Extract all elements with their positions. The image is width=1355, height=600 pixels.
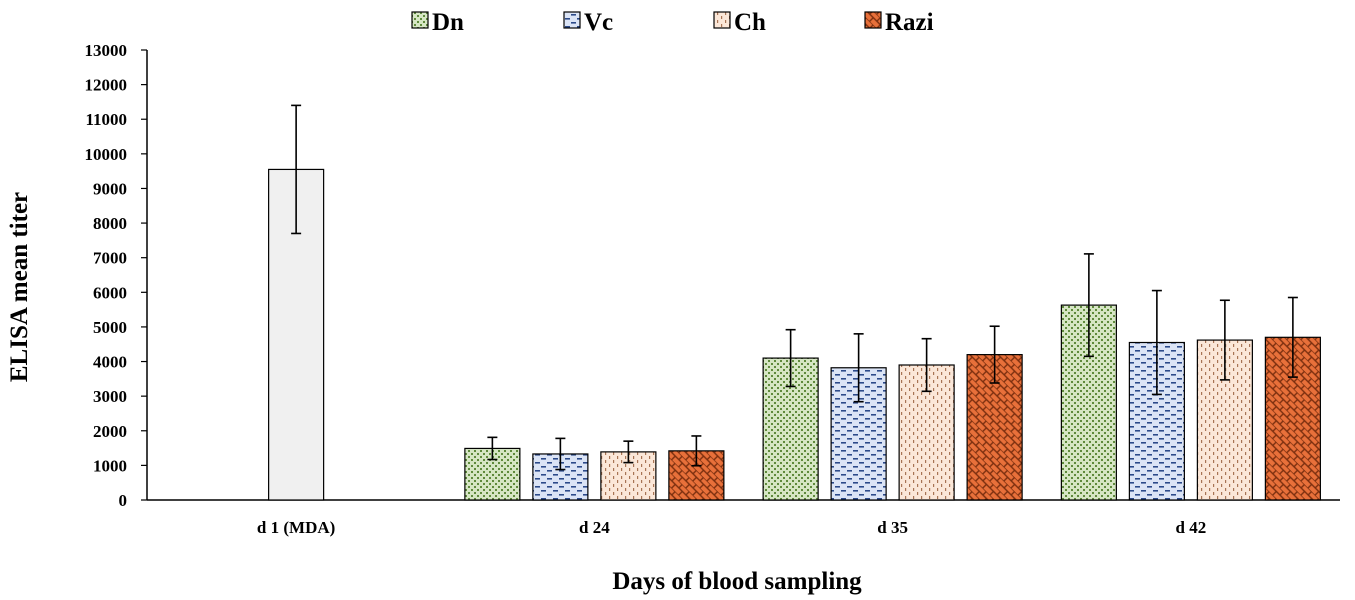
legend-swatch-dn xyxy=(411,11,429,29)
y-tick-label: 6000 xyxy=(93,283,127,302)
legend: Dn Vc Ch Razi xyxy=(411,9,934,36)
legend-label-dn: Dn xyxy=(432,9,464,36)
legend-swatch-vc xyxy=(563,11,581,29)
error-bars xyxy=(291,104,1298,471)
y-tick-label: 4000 xyxy=(93,353,127,372)
x-tick-label: d 35 xyxy=(877,518,908,537)
legend-label-vc: Vc xyxy=(584,9,613,36)
bar-dn xyxy=(762,357,819,501)
bar-mda xyxy=(268,168,325,501)
bars xyxy=(268,168,1321,501)
y-tick-label: 2000 xyxy=(93,422,127,441)
x-tick-label: d 42 xyxy=(1176,518,1207,537)
y-tick-label: 11000 xyxy=(85,110,127,129)
legend-swatch-ch xyxy=(713,11,731,29)
legend-label-ch: Ch xyxy=(734,9,766,36)
y-axis: 0 1000 2000 3000 4000 5000 6000 7000 8000 9000 100… xyxy=(85,41,148,510)
y-axis-title: ELISA mean titer xyxy=(6,192,33,382)
y-tick-label: 10000 xyxy=(85,145,128,164)
y-tick-label: 12000 xyxy=(85,76,128,95)
y-tick-label: 9000 xyxy=(93,179,127,198)
legend-label-razi: Razi xyxy=(885,9,934,36)
x-axis: d 1 (MDA) d 24 d 35 d 42 xyxy=(147,499,1340,537)
x-axis-title: Days of blood sampling xyxy=(612,568,862,595)
y-tick-label: 13000 xyxy=(85,41,128,60)
y-tick-label: 3000 xyxy=(93,387,127,406)
y-tick-label: 8000 xyxy=(93,214,127,233)
legend-swatch-razi xyxy=(864,11,882,29)
y-tick-label: 0 xyxy=(119,491,128,510)
y-tick-label: 1000 xyxy=(93,456,127,475)
x-tick-label: d 24 xyxy=(579,518,610,537)
x-tick-label: d 1 (MDA) xyxy=(257,518,335,537)
y-tick-label: 5000 xyxy=(93,318,127,337)
y-tick-label: 7000 xyxy=(93,249,127,268)
